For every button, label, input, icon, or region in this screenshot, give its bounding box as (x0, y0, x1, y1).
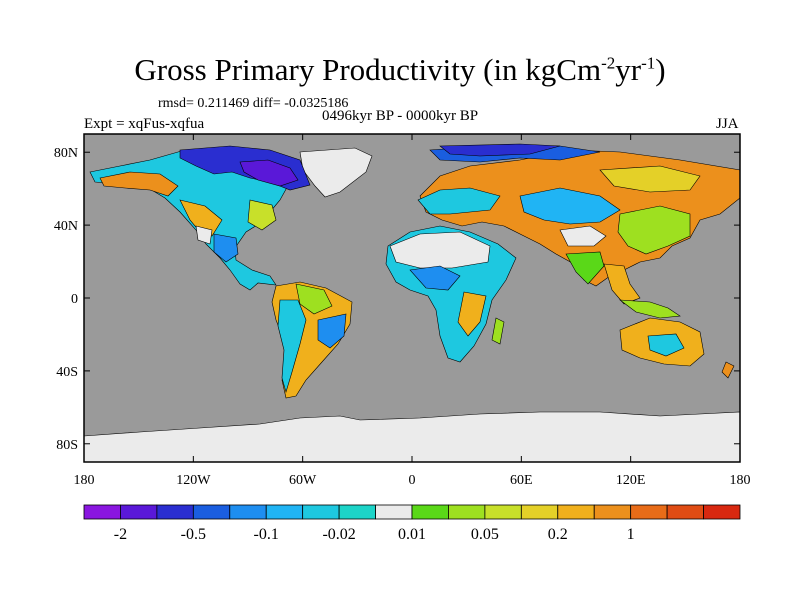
latitude-labels: 80N 40N 0 40S 80S (54, 146, 78, 453)
colorbar-label: -0.5 (181, 526, 206, 543)
colorbar-box (229, 504, 267, 520)
colorbar-box (593, 504, 632, 520)
lon-label: 180 (74, 473, 95, 488)
colorbar-box (83, 504, 121, 520)
australia-center (647, 333, 685, 357)
colorbar-box (120, 504, 158, 520)
experiment-label: Expt = xqFus-xqfua (84, 116, 205, 132)
sa-east (317, 313, 347, 349)
land-layer (83, 143, 741, 463)
colorbar-box (338, 504, 376, 520)
colorbar-label: 0.2 (548, 526, 568, 543)
colorbar-box (520, 504, 559, 520)
colorbar-box (265, 504, 304, 520)
lon-label: 120W (176, 473, 211, 488)
na-desert (195, 225, 213, 245)
tibet (559, 225, 607, 247)
season-label: JJA (716, 116, 739, 132)
africa-east (457, 291, 487, 337)
se-asia (603, 263, 641, 305)
colorbar-box (448, 504, 486, 520)
colorbar-labels: -2 -0.5 -0.1 -0.02 0.01 0.05 0.2 1 (114, 526, 635, 543)
lat-label: 80N (54, 146, 78, 161)
new-zealand (721, 361, 735, 379)
colorbar-box (302, 504, 340, 520)
greenland-ice (299, 147, 373, 198)
lon-label: 180 (730, 473, 751, 488)
na-interior (179, 199, 223, 237)
colorbar-box (192, 504, 231, 520)
chart-stats: rmsd= 0.211469 diff= -0.0325186 (158, 96, 349, 111)
colorbar-box (666, 504, 704, 520)
na-east (247, 199, 277, 231)
europe (417, 187, 501, 215)
na-south (213, 233, 239, 263)
colorbar-label: 0.05 (471, 526, 499, 543)
colorbar-label: -0.1 (254, 526, 279, 543)
colorbar-box (375, 504, 413, 520)
sahara (389, 231, 491, 269)
lat-label: 0 (71, 292, 78, 307)
lat-label: 80S (56, 438, 78, 453)
chart-period: 0496kyr BP - 0000kyr BP (322, 108, 479, 124)
colorbar-label: 1 (627, 526, 635, 543)
lat-label: 40S (56, 365, 78, 380)
lon-label: 0 (409, 473, 416, 488)
colorbar-box (156, 504, 194, 520)
indonesia (619, 299, 681, 319)
east-asia (617, 205, 691, 255)
colorbar-box (630, 504, 668, 520)
colorbar-label: -2 (114, 526, 127, 543)
lon-label: 60E (510, 473, 533, 488)
chart-title: Gross Primary Productivity (in kgCm-2yr-… (134, 52, 666, 87)
central-asia (519, 187, 621, 225)
axis-ticks (83, 134, 741, 462)
siberia-yellow (599, 165, 701, 193)
longitude-labels: 180 120W 60W 0 60E 120E 180 (74, 473, 751, 488)
sa-west (277, 299, 307, 394)
na-arctic-2 (239, 159, 299, 187)
colorbar-box (411, 504, 449, 520)
india (565, 251, 605, 285)
sa-north (295, 283, 333, 315)
siberia-blue (439, 143, 561, 157)
africa-center (409, 265, 461, 291)
lon-label: 120E (616, 473, 646, 488)
lon-label: 60W (289, 473, 317, 488)
colorbar-label: 0.01 (398, 526, 426, 543)
colorbar-box (703, 504, 741, 520)
colorbar-label: -0.02 (322, 526, 355, 543)
colorbar (83, 504, 741, 520)
madagascar (491, 317, 505, 345)
na-west (99, 171, 179, 197)
colorbar-box (557, 504, 595, 520)
lat-label: 40N (54, 219, 78, 234)
colorbar-box (484, 504, 522, 520)
